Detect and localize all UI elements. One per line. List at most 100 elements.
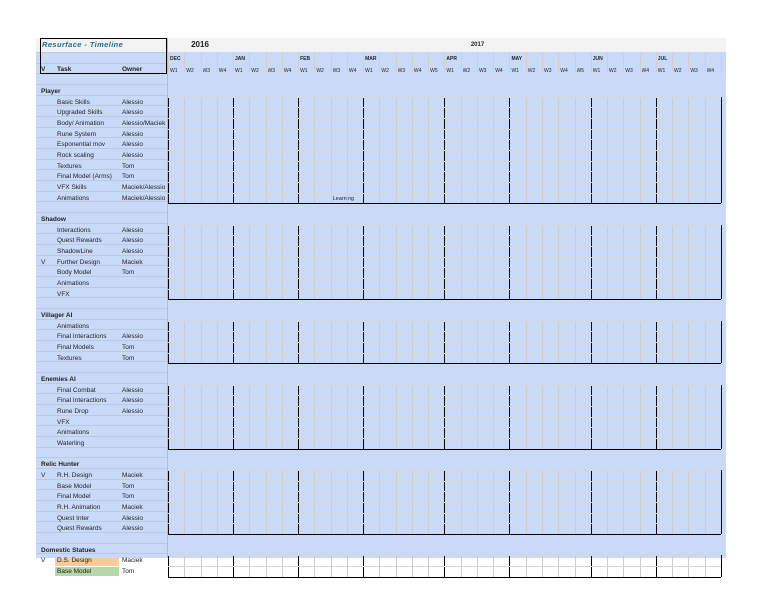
month-divider xyxy=(720,320,722,364)
gantt-gridline xyxy=(607,384,609,449)
week-divider xyxy=(509,52,511,74)
gantt-gridline xyxy=(688,96,690,204)
sheet-gridline xyxy=(36,436,168,438)
month-divider xyxy=(655,224,657,300)
gantt-gridline xyxy=(281,384,283,449)
task-name: Animations xyxy=(57,322,90,330)
sheet-gridline xyxy=(36,404,168,406)
gantt-gridline xyxy=(460,320,462,364)
week-divider xyxy=(411,52,413,74)
gantt-gridline xyxy=(639,470,641,535)
gantt-gridline xyxy=(428,96,430,204)
gantt-gridline xyxy=(411,470,413,535)
sheet-background xyxy=(36,52,726,558)
task-name: Interactions xyxy=(57,226,91,234)
month-divider xyxy=(233,470,235,535)
gantt-gridline xyxy=(672,96,674,204)
year-2017: 2017 xyxy=(470,42,485,48)
gantt-gridline xyxy=(379,384,381,449)
gantt-gridline xyxy=(460,555,462,577)
gantt-gridline xyxy=(411,320,413,364)
row-gridline xyxy=(168,182,721,184)
week-label: W2 xyxy=(251,68,259,74)
month-divider xyxy=(655,384,657,449)
owner-name: Tom xyxy=(122,344,135,352)
gantt-gridline xyxy=(379,470,381,535)
gantt-gridline xyxy=(688,384,690,449)
gantt-gridline xyxy=(460,384,462,449)
gantt-gridline xyxy=(460,224,462,300)
month-divider xyxy=(363,384,365,449)
week-divider xyxy=(460,52,462,74)
week-label: W4 xyxy=(283,68,292,74)
gantt-gridline xyxy=(281,224,283,300)
gantt-gridline xyxy=(525,384,527,449)
gantt-gridline xyxy=(574,470,576,535)
month-label-mar: MAR xyxy=(365,56,377,62)
gantt-gridline xyxy=(623,224,625,300)
sheet-gridline xyxy=(36,265,168,267)
owner-name: Maciek/Alessio xyxy=(122,184,166,192)
gantt-gridline xyxy=(346,96,348,204)
gantt-gridline xyxy=(607,320,609,364)
gantt-gridline xyxy=(493,470,495,535)
sheet-gridline xyxy=(36,212,168,214)
gantt-gridline xyxy=(623,384,625,449)
owner-name: Alessio xyxy=(122,109,143,117)
gantt-gridline xyxy=(607,555,609,577)
sheet-gridline xyxy=(36,521,168,523)
sheet-gridline xyxy=(36,393,168,395)
row-gridline xyxy=(168,331,721,333)
done-mark: V xyxy=(41,472,46,480)
sheet-gridline xyxy=(36,414,168,416)
month-divider xyxy=(509,320,511,364)
gantt-gridline xyxy=(525,224,527,300)
gantt-gridline xyxy=(379,320,381,364)
month-divider xyxy=(720,224,722,300)
week-label: W1 xyxy=(592,68,601,74)
gantt-gridline xyxy=(704,384,706,449)
week-label: W4 xyxy=(641,68,650,74)
week-divider xyxy=(590,52,592,74)
week-label: W4 xyxy=(413,68,422,74)
gantt-gridline xyxy=(379,96,381,204)
sheet-gridline xyxy=(36,361,168,363)
task-name: Rock scaling xyxy=(57,152,94,160)
gantt-gridline xyxy=(314,555,316,577)
week-divider xyxy=(704,52,706,74)
gantt-gridline xyxy=(672,555,674,577)
task-name: R.H. Animation xyxy=(57,504,101,512)
gantt-gridline xyxy=(558,224,560,300)
month-divider xyxy=(590,224,592,300)
gantt-gridline xyxy=(639,320,641,364)
week-divider xyxy=(493,52,495,74)
task-name: Animations xyxy=(57,429,90,437)
gantt-gridline xyxy=(428,555,430,577)
gantt-gridline xyxy=(672,384,674,449)
task-name: R.H. Design xyxy=(57,472,93,480)
week-label: W2 xyxy=(186,68,194,74)
sheet-gridline xyxy=(36,126,168,128)
gantt-gridline xyxy=(216,384,218,449)
gantt-gridline xyxy=(314,320,316,364)
task-name: Quest Rewards xyxy=(57,237,102,245)
sheet-gridline xyxy=(36,340,168,342)
week-divider xyxy=(574,52,576,74)
task-name: Waterling xyxy=(57,440,85,448)
gantt-gridline xyxy=(688,555,690,577)
owner-name: Maciek xyxy=(122,472,143,480)
gantt-gridline xyxy=(574,555,576,577)
month-divider xyxy=(298,224,300,300)
month-divider xyxy=(168,224,169,300)
sheet-title[interactable]: Resurface - Timeline xyxy=(42,40,124,49)
sheet-gridline xyxy=(36,542,168,544)
week-label: W4 xyxy=(495,68,503,74)
section-header-shadow: Shadow xyxy=(41,216,66,224)
week-divider xyxy=(249,52,251,74)
gantt-gridline xyxy=(379,555,381,577)
month-divider xyxy=(509,96,511,204)
gantt-gridline xyxy=(184,470,186,535)
section-header-relic-hunter: Relic Hunter xyxy=(41,461,80,469)
gantt-gridline xyxy=(249,224,251,300)
owner-name: Alessio xyxy=(122,130,143,138)
